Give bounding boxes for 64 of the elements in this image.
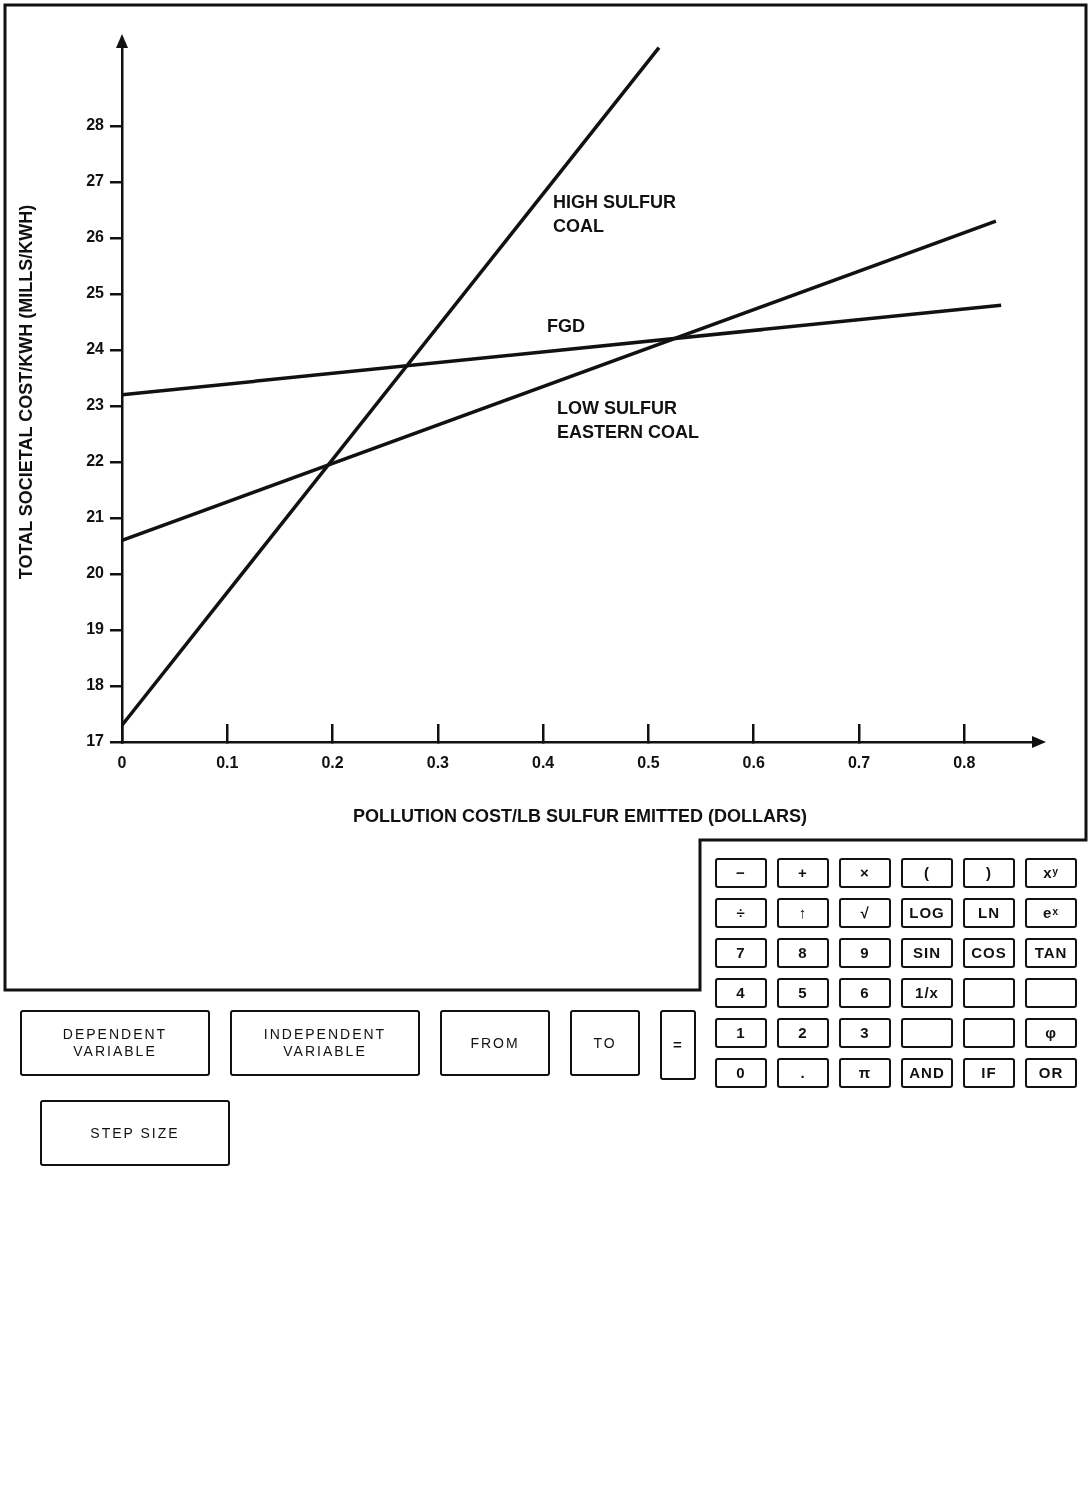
- y-tick-label: 24: [86, 340, 105, 358]
- keypad-key: (: [901, 858, 953, 888]
- y-tick-label: 22: [86, 452, 105, 470]
- keypad-key: π: [839, 1058, 891, 1088]
- keypad-key: 0: [715, 1058, 767, 1088]
- keypad-key: 9: [839, 938, 891, 968]
- keypad-key: +: [777, 858, 829, 888]
- keypad-key: ×: [839, 858, 891, 888]
- x-tick-label: 0.1: [216, 754, 239, 772]
- keypad-key: 1: [715, 1018, 767, 1048]
- entry-button: INDEPENDENT VARIABLE: [230, 1010, 420, 1076]
- keypad-key: 7: [715, 938, 767, 968]
- y-tick-label: 17: [86, 732, 105, 750]
- y-tick-label: 19: [86, 620, 105, 638]
- keypad-key: LN: [963, 898, 1015, 928]
- keypad-key: 4: [715, 978, 767, 1008]
- y-tick-label: 21: [86, 508, 105, 526]
- x-tick-label: 0.8: [953, 754, 976, 772]
- x-tick-label: 0.4: [532, 754, 555, 772]
- keypad-key: AND: [901, 1058, 953, 1088]
- keypad-key: ÷: [715, 898, 767, 928]
- entry-button: STEP SIZE: [40, 1100, 230, 1166]
- entry-button: TO: [570, 1010, 640, 1076]
- keypad-key: IF: [963, 1058, 1015, 1088]
- keypad-key: 5: [777, 978, 829, 1008]
- y-tick-label: 18: [86, 676, 105, 694]
- x-tick-label: 0.2: [321, 754, 344, 772]
- y-tick-label: 28: [86, 116, 105, 134]
- keypad-key: OR: [1025, 1058, 1077, 1088]
- y-tick-label: 25: [86, 284, 105, 302]
- x-tick-label: 0.6: [742, 754, 765, 772]
- keypad-key: 6: [839, 978, 891, 1008]
- keypad-key: ↑: [777, 898, 829, 928]
- x-tick-label: 0: [117, 754, 127, 772]
- keypad-key: LOG: [901, 898, 953, 928]
- entry-button: DEPENDENT VARIABLE: [20, 1010, 210, 1076]
- keypad-key: COS: [963, 938, 1015, 968]
- keypad-key: eˣ: [1025, 898, 1077, 928]
- x-tick-label: 0.7: [847, 754, 871, 772]
- y-tick-label: 20: [86, 564, 105, 582]
- y-tick-label: 27: [86, 172, 105, 190]
- keypad-key: 8: [777, 938, 829, 968]
- keypad-key: xʸ: [1025, 858, 1077, 888]
- keypad-key: .: [777, 1058, 829, 1088]
- series-label: FGD: [547, 316, 586, 337]
- keypad-key: SIN: [901, 938, 953, 968]
- keypad-key: 3: [839, 1018, 891, 1048]
- y-axis-title: TOTAL SOCIETAL COST/KWH (MILLS/KWH): [15, 204, 36, 580]
- keypad-key: TAN: [1025, 938, 1077, 968]
- x-tick-label: 0.3: [426, 754, 450, 772]
- keypad-key: φ: [1025, 1018, 1077, 1048]
- y-tick-label: 23: [86, 396, 105, 414]
- x-tick-label: 0.5: [637, 754, 660, 772]
- keypad-key: −: [715, 858, 767, 888]
- entry-button: FROM: [440, 1010, 550, 1076]
- series-label: LOW SULFUR EASTERN COAL: [557, 398, 700, 443]
- keypad-key: ): [963, 858, 1015, 888]
- y-tick-label: 26: [86, 228, 105, 246]
- keypad-key: 2: [777, 1018, 829, 1048]
- keypad-key: √: [839, 898, 891, 928]
- series-label: HIGH SULFUR COAL: [553, 191, 677, 236]
- keypad-key: =: [660, 1010, 696, 1080]
- x-axis-title: POLLUTION COST/LB SULFUR EMITTED (DOLLARS): [353, 806, 807, 827]
- keypad-key: 1/x: [901, 978, 953, 1008]
